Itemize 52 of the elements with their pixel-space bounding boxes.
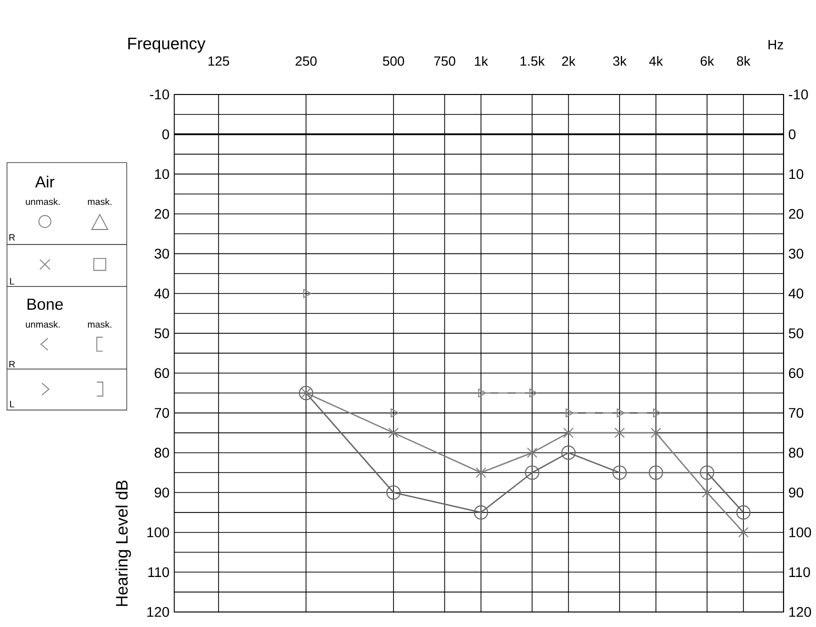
y-tick-label: 40	[154, 288, 170, 299]
y2-tick-label: 0	[788, 130, 796, 140]
y2-tick-label: 20	[788, 209, 804, 220]
y-tick-label: 100	[147, 528, 170, 538]
text: Air	[35, 176, 54, 188]
x-tick-label: 1k	[474, 56, 488, 66]
text: R	[9, 361, 15, 368]
y-tick-label: 80	[154, 448, 170, 458]
y-tick-label: 10	[155, 169, 170, 180]
y-tick-label: 110	[148, 567, 170, 578]
y2-tick-label: 40	[788, 288, 804, 299]
y-tick-label: 20	[154, 209, 170, 220]
x-tick-label: 500	[382, 56, 404, 66]
x-tick-label: 6k	[700, 56, 714, 66]
y2-tick-label: 90	[788, 488, 804, 498]
y-axis-title: Hearing Level dB	[115, 480, 131, 606]
x-tick-label: 3k	[613, 56, 627, 66]
y2-tick-label: 10	[789, 169, 804, 180]
y-tick-label: 0	[162, 130, 170, 140]
y2-tick-label: 110	[789, 567, 810, 578]
text: L	[10, 401, 14, 408]
x-tick-label: 750	[434, 56, 456, 66]
text: R	[9, 234, 15, 241]
text: unmask.	[26, 321, 60, 328]
y-tick-label: 60	[154, 368, 170, 378]
text: unmask.	[26, 198, 60, 206]
y-tick-label: 90	[154, 488, 170, 498]
text: Hz	[768, 40, 784, 50]
y2-tick-label: 50	[788, 328, 804, 338]
y2-tick-label: 100	[789, 528, 812, 538]
y-tick-label: 70	[154, 408, 170, 418]
x-tick-label: 2k	[562, 56, 576, 66]
text: mask.	[88, 321, 112, 328]
x-tick-label: 125	[208, 56, 230, 66]
text: L	[10, 278, 14, 285]
x-axis-title: Frequency	[128, 38, 206, 53]
y-tick-label: 50	[154, 328, 170, 338]
text: Bone	[28, 298, 63, 310]
y2-tick-label: 60	[788, 368, 804, 378]
x-tick-label: 250	[296, 56, 317, 66]
y-tick-label: 120	[147, 607, 170, 618]
x-tick-label: 8k	[736, 56, 750, 66]
y-tick-label: -10	[150, 90, 170, 100]
x-tick-label: 4k	[649, 56, 663, 66]
y2-tick-label: 70	[788, 408, 804, 418]
text: mask.	[88, 198, 112, 206]
y2-tick-label: 80	[788, 448, 804, 458]
y2-tick-label: 30	[788, 248, 804, 259]
x-tick-label: 1.5k	[520, 56, 545, 66]
y2-tick-label: 120	[789, 607, 812, 618]
y-tick-label: 30	[154, 248, 170, 259]
y2-tick-label: -10	[788, 90, 808, 100]
